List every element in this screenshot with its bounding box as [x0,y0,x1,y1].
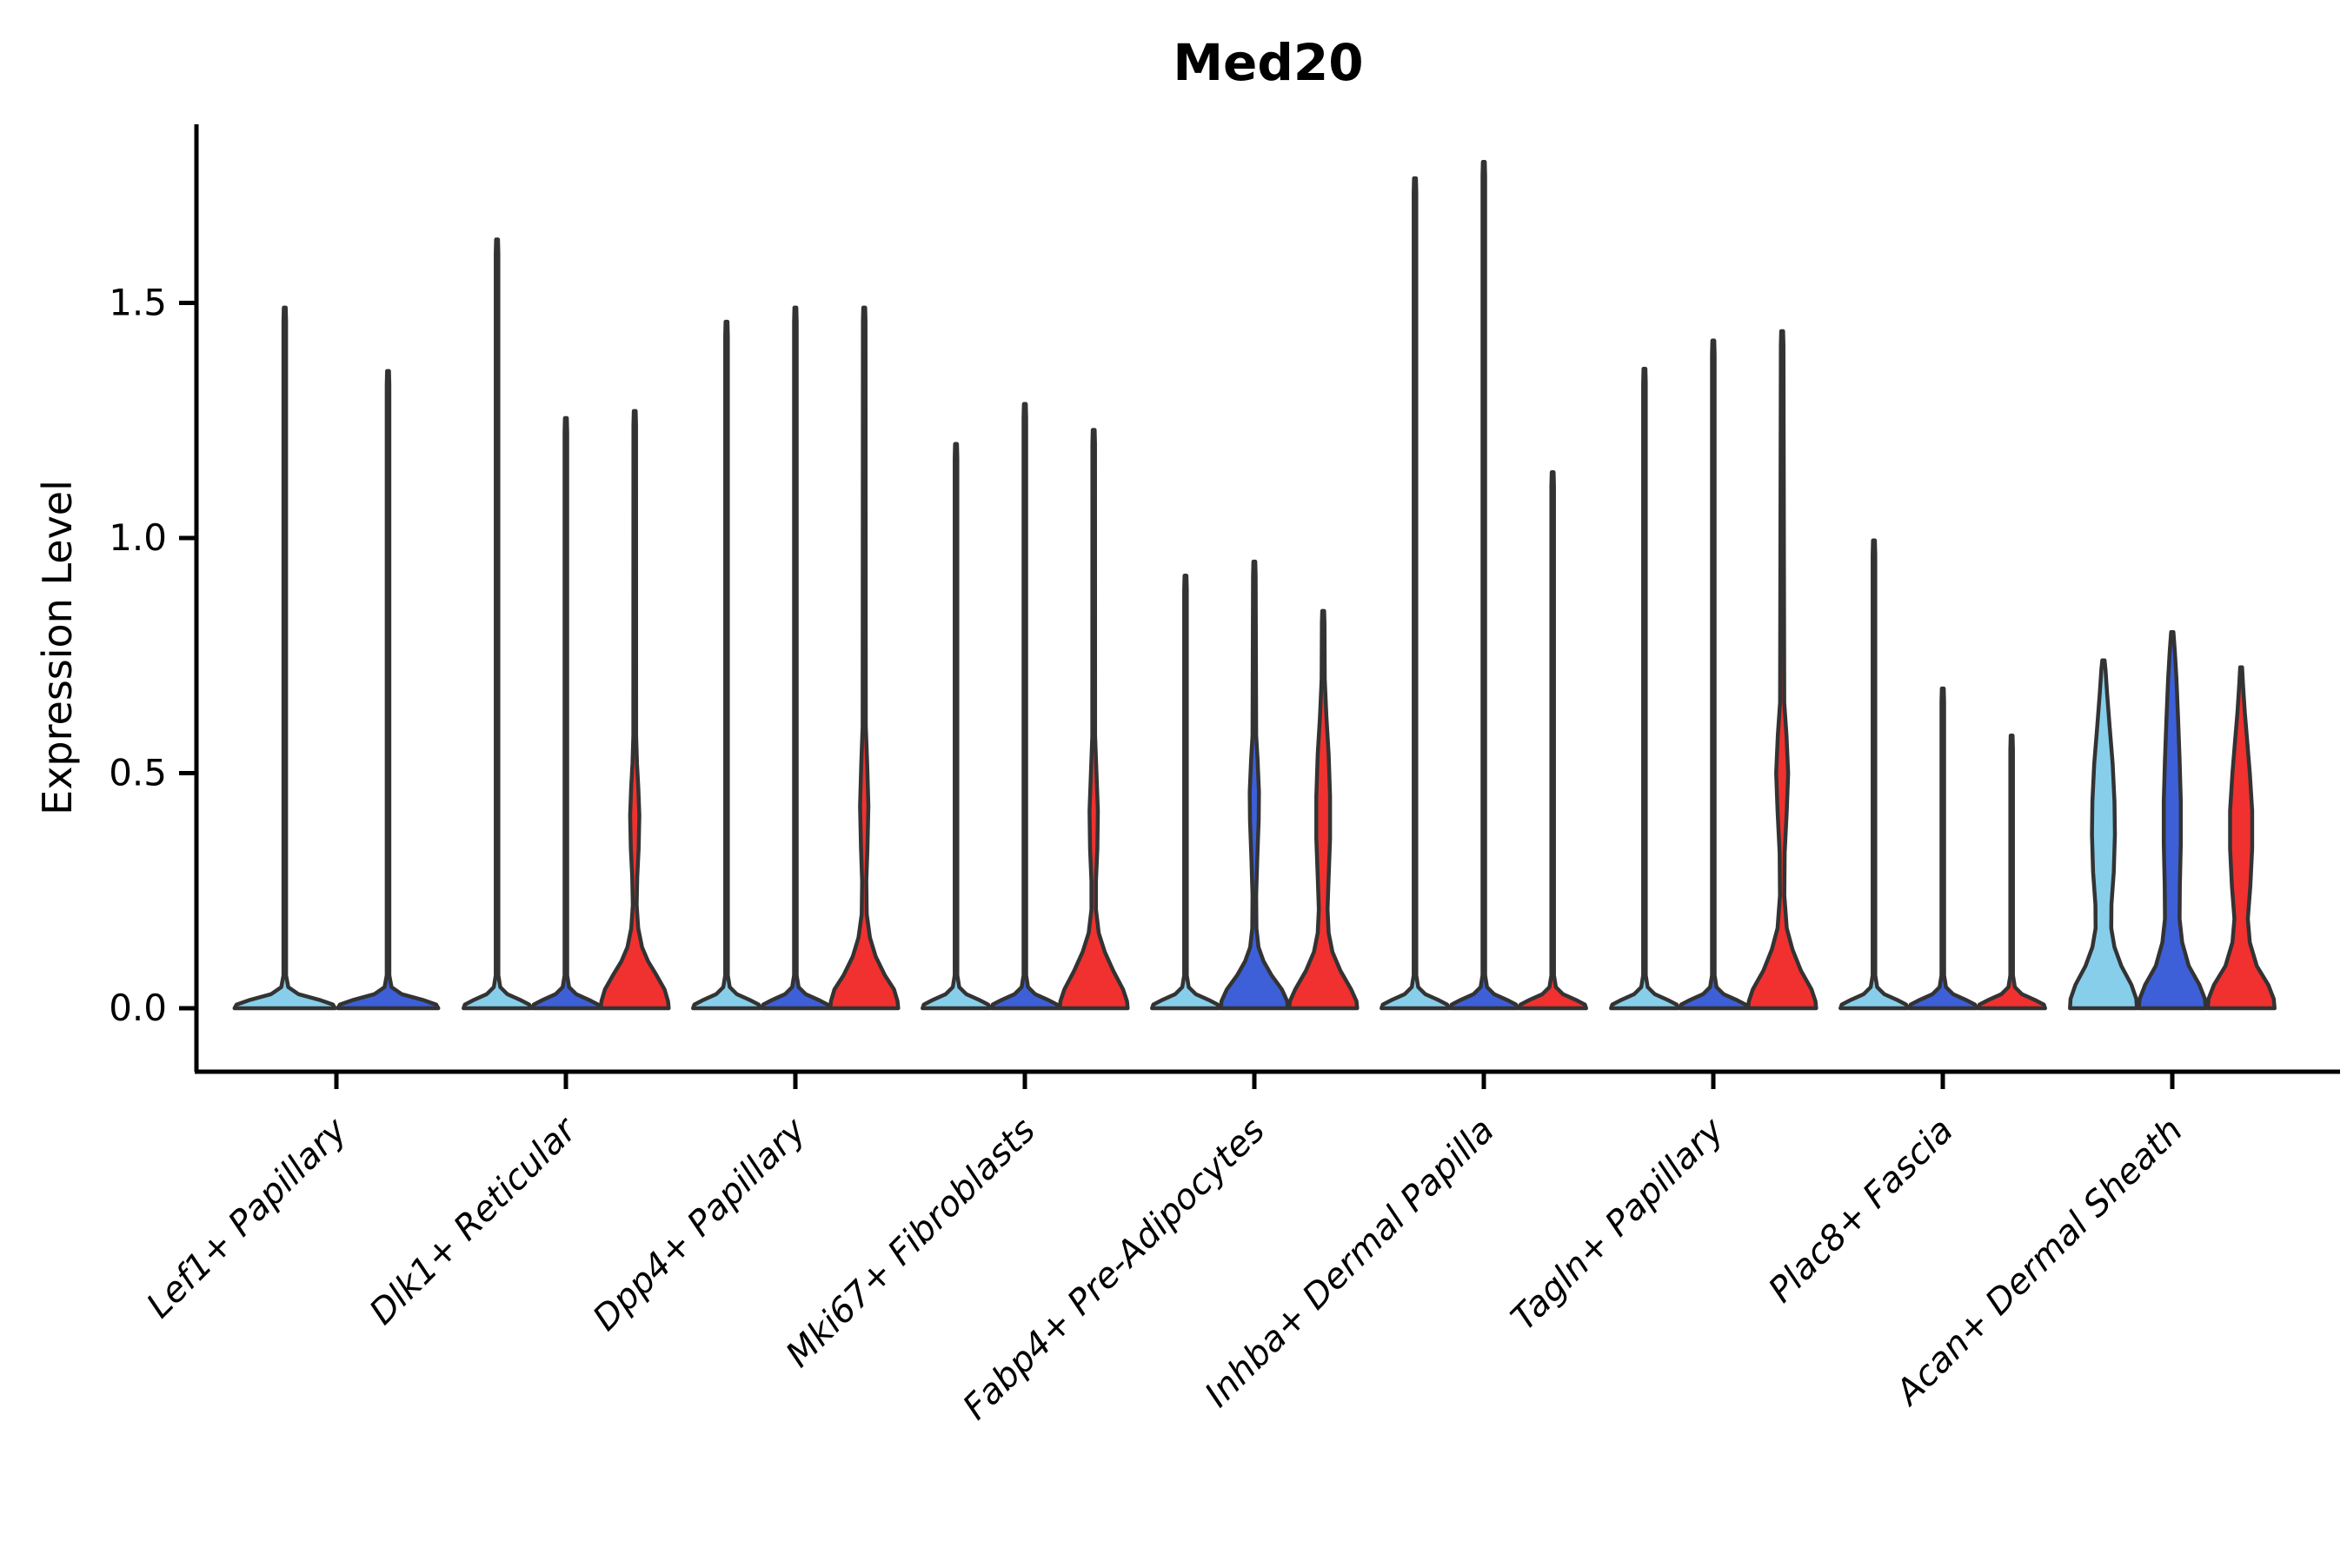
violin-cat7-s3 [1976,733,2047,1011]
violin-cat4-s1 [1150,574,1221,1011]
violin-cat7-s1 [1838,538,1910,1011]
violin-cat7-s2 [1907,686,1978,1011]
violin-cat5-s2 [1448,159,1519,1011]
violin-cat8-s3 [2205,665,2277,1011]
violin-cat8-s2 [2137,629,2208,1011]
x-tick-label-6: Tagln+ Papillary [1504,1110,1732,1339]
violin-cat5-s3 [1517,470,1588,1011]
labels-layer: 0.0 0.5 1.0 1.5 Lef1+ Papillary Dlk1+ Reticul… [109,282,2191,1428]
violin-cat3-s2 [989,402,1060,1011]
violin-cat0-s1 [232,305,337,1011]
x-tick-label-3: Mki67+ Fibroblasts [778,1111,1043,1376]
violin-cat2-s3 [828,305,901,1011]
x-tick-label-0: Lef1+ Papillary [139,1110,356,1326]
y-tick-label: 1.0 [109,516,167,559]
x-tick-label-2: Dpp4+ Papillary [586,1110,814,1339]
violin-cat4-s2 [1219,559,1290,1011]
axes-layer [179,124,2340,1089]
chart-title: Med20 [1173,33,1363,92]
y-axis-label: Expression Level [34,480,81,815]
violin-cat6-s1 [1609,366,1680,1011]
violin-cat1-s3 [598,409,671,1011]
y-tick-label: 0.0 [109,987,167,1029]
violin-cat1-s2 [530,415,602,1011]
x-tick-label-7: Plac8+ Fascia [1761,1111,1961,1311]
violin-cat6-s2 [1678,338,1749,1011]
violin-cat0-s2 [336,369,441,1011]
violin-cat4-s3 [1287,608,1360,1011]
violin-cat3-s3 [1057,428,1130,1011]
violin-cat8-s1 [2068,658,2139,1011]
violin-cat5-s1 [1380,176,1451,1011]
violin-cat2-s2 [760,305,831,1011]
y-tick-label: 0.5 [109,752,167,794]
violin-cat3-s1 [921,442,992,1011]
violin-cat1-s1 [462,237,533,1011]
violin-cat6-s3 [1745,329,1818,1011]
x-tick-label-1: Dlk1+ Reticular [362,1109,586,1332]
y-tick-label: 1.5 [109,282,167,324]
violins-layer [232,159,2277,1011]
violin-cat2-s1 [691,319,762,1011]
